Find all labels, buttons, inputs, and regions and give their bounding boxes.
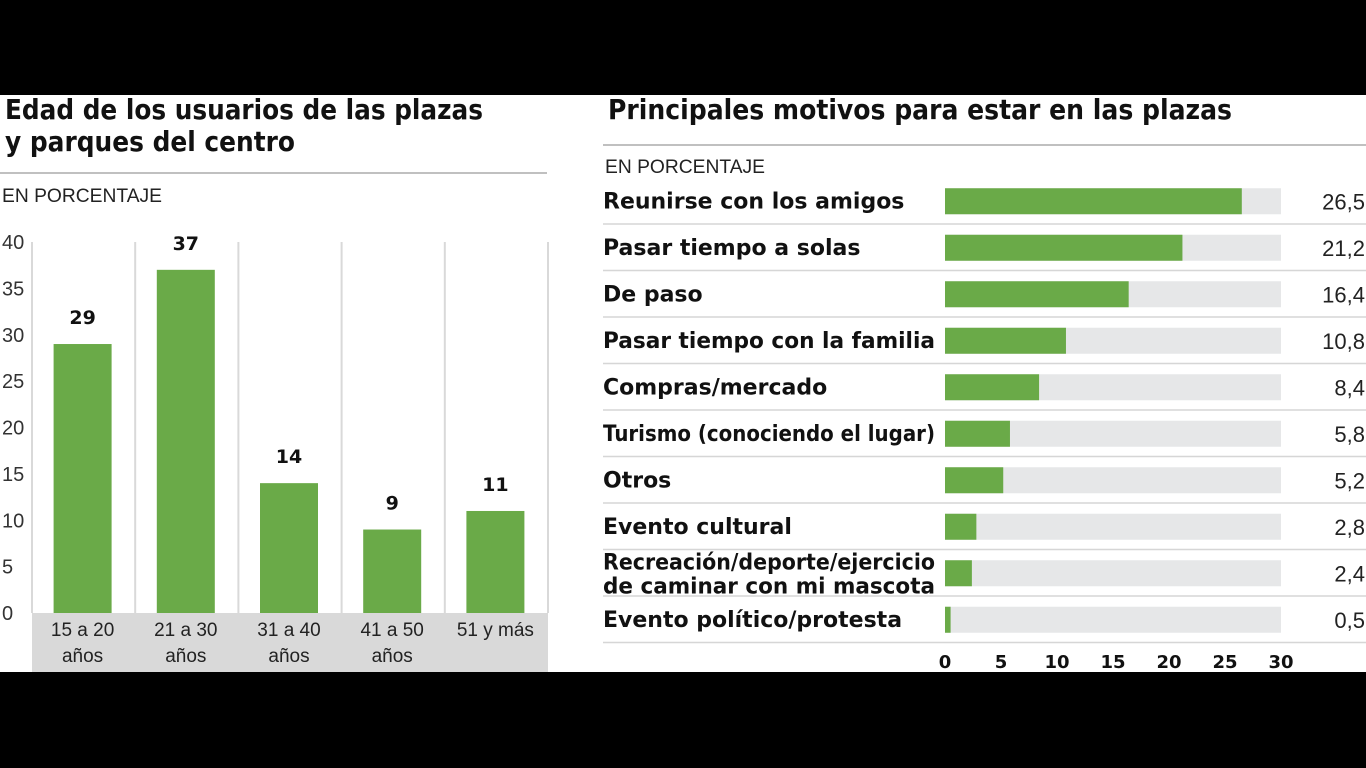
- left-bar: [466, 510, 525, 613]
- right-bar: [945, 420, 1010, 447]
- right-bar: [945, 560, 972, 587]
- left-y-tick-label: 20: [2, 418, 24, 440]
- right-bar-track: [945, 606, 1281, 633]
- left-bar-value-label: 14: [276, 446, 302, 468]
- left-bar-value-label: 29: [69, 307, 95, 329]
- right-row-value: 10,8: [1322, 329, 1365, 354]
- right-chart-subtitle: EN PORCENTAJE: [605, 157, 765, 178]
- left-x-tick-label: años: [62, 646, 103, 667]
- left-chart-x-axis-band: [32, 613, 548, 672]
- left-y-tick-label: 40: [2, 232, 24, 254]
- right-bar: [945, 374, 1040, 401]
- right-bar-track: [945, 513, 1281, 540]
- right-bar: [945, 188, 1242, 215]
- left-x-tick-label: años: [165, 646, 206, 667]
- left-x-tick-label: 31 a 40: [257, 620, 320, 641]
- right-bar: [945, 234, 1183, 261]
- right-row-value: 8,4: [1334, 375, 1365, 400]
- right-bar-track: [945, 560, 1281, 587]
- left-bar: [53, 344, 112, 613]
- right-chart-x-axis: 0 5 10 15 20 25 30: [939, 652, 1294, 672]
- right-x-tick-label: 20: [1156, 652, 1181, 672]
- left-y-tick-label: 30: [2, 325, 24, 347]
- left-chart-x-axis: 15 a 20 años 21 a 30 años 31 a 40 años 41 a 50…: [51, 620, 534, 667]
- right-row-value: 0,5: [1334, 608, 1365, 633]
- right-row-label: Recreación/deporte/ejercicio: [603, 550, 935, 575]
- left-chart-title-line2: y parques del centro: [5, 125, 295, 158]
- right-row-value: 26,5: [1322, 189, 1365, 214]
- right-bar: [945, 606, 951, 633]
- left-x-tick-label: 51 y más: [457, 620, 534, 641]
- left-chart-value-labels: 29 37 14 9 11: [69, 233, 508, 515]
- right-row-value: 2,8: [1334, 515, 1365, 540]
- right-row-label: Pasar tiempo con la familia: [603, 329, 935, 354]
- right-row-label: Turismo (conociendo el lugar): [603, 422, 935, 447]
- right-bar: [945, 327, 1066, 354]
- left-chart-subtitle: EN PORCENTAJE: [2, 186, 162, 207]
- left-bar: [156, 269, 215, 613]
- right-chart-rows: Reunirse con los amigos 26,5 Pasar tiempo …: [603, 188, 1366, 644]
- left-x-tick-label: 21 a 30: [154, 620, 217, 641]
- infographic-canvas: Edad de los usuarios de las plazas y par…: [0, 95, 1366, 672]
- right-chart-title: Principales motivos para estar en las pl…: [608, 95, 1232, 126]
- right-row-label: Reunirse con los amigos: [603, 189, 904, 214]
- left-y-tick-label: 15: [2, 464, 24, 486]
- right-x-tick-label: 0: [939, 652, 952, 672]
- left-chart-title-line1: Edad de los usuarios de las plazas: [5, 95, 483, 126]
- left-bar-value-label: 9: [386, 493, 399, 515]
- right-bar: [945, 513, 977, 540]
- left-y-tick-label: 25: [2, 371, 24, 393]
- right-x-tick-label: 15: [1100, 652, 1125, 672]
- left-y-tick-label: 0: [2, 603, 13, 625]
- left-chart-bars: [53, 269, 525, 613]
- right-row-label: Evento político/protesta: [603, 608, 902, 633]
- left-bar-value-label: 37: [173, 233, 199, 255]
- left-y-tick-label: 5: [2, 557, 13, 579]
- right-row-value: 16,4: [1322, 282, 1365, 307]
- left-chart-y-axis: 0 5 10 15 20 25 30 35 40: [2, 232, 24, 625]
- right-bar: [945, 467, 1004, 494]
- right-row-value: 21,2: [1322, 236, 1365, 261]
- right-bar: [945, 281, 1129, 308]
- right-row-value: 2,4: [1334, 561, 1365, 586]
- right-x-tick-label: 25: [1212, 652, 1237, 672]
- right-row-value: 5,2: [1334, 468, 1365, 493]
- left-bar: [363, 529, 422, 613]
- right-row-label: Otros: [603, 468, 671, 493]
- left-bar: [260, 483, 318, 613]
- left-chart-grid: [31, 242, 549, 613]
- right-x-tick-label: 5: [995, 652, 1008, 672]
- right-row-label: De paso: [603, 282, 703, 307]
- right-row-label: de caminar con mi mascota: [603, 574, 935, 599]
- right-row-value: 5,8: [1334, 422, 1365, 447]
- right-row-label: Compras/mercado: [603, 375, 827, 400]
- left-y-tick-label: 35: [2, 278, 24, 300]
- right-x-tick-label: 30: [1268, 652, 1293, 672]
- left-x-tick-label: 15 a 20: [51, 620, 114, 641]
- left-bar-value-label: 11: [482, 474, 508, 496]
- right-row-label: Pasar tiempo a solas: [603, 236, 860, 261]
- infographic-svg: Edad de los usuarios de las plazas y par…: [0, 95, 1366, 672]
- left-x-tick-label: 41 a 50: [360, 620, 423, 641]
- right-row-label: Evento cultural: [603, 515, 792, 540]
- left-x-tick-label: años: [268, 646, 309, 667]
- right-x-tick-label: 10: [1044, 652, 1069, 672]
- left-x-tick-label: años: [372, 646, 413, 667]
- left-y-tick-label: 10: [2, 510, 24, 532]
